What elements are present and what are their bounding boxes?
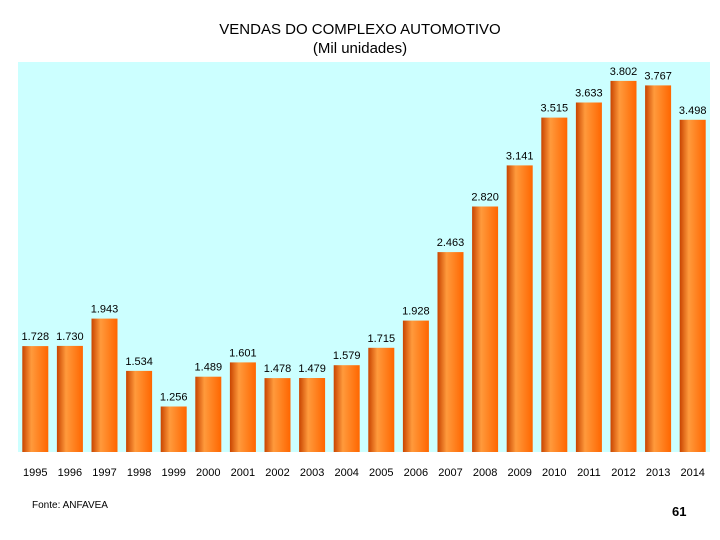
data-label-2013: 3.767: [644, 70, 672, 82]
data-label-2009: 3.141: [506, 150, 534, 162]
bar-1996: [56, 345, 83, 452]
bar-2007: [437, 252, 464, 452]
bar-2005: [368, 347, 395, 452]
data-label-2000: 1.489: [195, 362, 223, 374]
data-labels: 1.728 1.730 1.943 1.534 1.256 1.489 1.601 1.478…: [22, 66, 707, 404]
bar-2006: [402, 320, 429, 452]
data-label-2014: 3.498: [679, 105, 707, 117]
page-number: 61: [672, 504, 687, 519]
x-tick-1998: 1998: [127, 467, 151, 479]
x-tick-2000: 2000: [196, 467, 220, 479]
x-axis-tick-labels: 1995 1996 1997 1998 1999 2000 2001 2002 2003 2004…: [23, 467, 705, 479]
x-tick-1996: 1996: [58, 467, 82, 479]
source-note: Fonte: ANFAVEA: [32, 500, 108, 511]
data-label-1996: 1.730: [56, 331, 84, 343]
data-label-1998: 1.534: [125, 356, 153, 368]
bar-2001: [229, 362, 256, 452]
data-label-2007: 2.463: [437, 237, 465, 249]
data-label-2002: 1.478: [264, 363, 292, 375]
chart-subtitle: (Mil unidades): [312, 40, 408, 57]
data-label-2003: 1.479: [298, 363, 326, 375]
bar-2012: [610, 80, 637, 453]
bar-1997: [91, 318, 118, 452]
bar-2000: [195, 376, 222, 452]
bar-2014: [679, 119, 706, 453]
x-tick-2011: 2011: [577, 467, 601, 479]
bar-2002: [264, 378, 291, 452]
data-label-2001: 1.601: [229, 347, 257, 359]
data-label-2011: 3.633: [575, 88, 603, 100]
chart-title-block: VENDAS DO COMPLEXO AUTOMOTIVO (Mil unida…: [0, 20, 720, 58]
x-tick-1995: 1995: [23, 467, 47, 479]
bar-series: [22, 80, 706, 453]
x-tick-2005: 2005: [369, 467, 393, 479]
x-tick-2012: 2012: [611, 467, 635, 479]
x-tick-2010: 2010: [542, 467, 566, 479]
x-tick-2002: 2002: [265, 467, 289, 479]
data-label-2006: 1.928: [402, 306, 430, 318]
data-label-2010: 3.515: [541, 103, 569, 115]
data-label-2005: 1.715: [368, 333, 396, 345]
data-label-1997: 1.943: [91, 304, 119, 316]
x-tick-2014: 2014: [680, 467, 704, 479]
x-tick-1999: 1999: [161, 467, 185, 479]
bar-2009: [506, 165, 533, 452]
chart-title: VENDAS DO COMPLEXO AUTOMOTIVO: [219, 21, 501, 38]
data-label-1999: 1.256: [160, 392, 188, 404]
x-tick-2008: 2008: [473, 467, 497, 479]
x-tick-2006: 2006: [404, 467, 428, 479]
x-tick-2004: 2004: [334, 467, 358, 479]
bar-2011: [575, 102, 602, 452]
bar-1998: [126, 370, 153, 452]
data-label-1995: 1.728: [22, 331, 50, 343]
bar-1999: [160, 406, 187, 452]
data-label-2012: 3.802: [610, 66, 638, 78]
bar-2008: [472, 206, 499, 452]
x-tick-2009: 2009: [507, 467, 531, 479]
plot-area: [18, 62, 710, 452]
bar-1995: [22, 346, 49, 452]
data-label-2004: 1.579: [333, 350, 361, 362]
x-tick-1997: 1997: [92, 467, 116, 479]
bar-2004: [333, 365, 360, 452]
bar-2003: [299, 378, 326, 452]
bar-2013: [645, 85, 672, 453]
x-tick-2007: 2007: [438, 467, 462, 479]
bar-2010: [541, 117, 568, 452]
x-tick-2003: 2003: [300, 467, 324, 479]
x-tick-2001: 2001: [231, 467, 255, 479]
data-label-2008: 2.820: [471, 192, 499, 204]
x-tick-2013: 2013: [646, 467, 670, 479]
